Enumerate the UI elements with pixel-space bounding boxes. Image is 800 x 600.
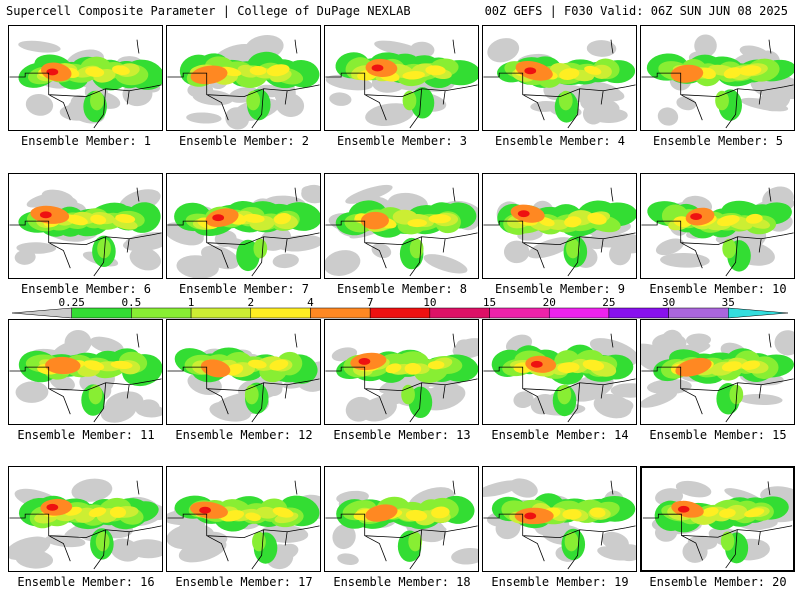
ensemble-member-label: Ensemble Member: 17 [175,575,313,589]
scp-map [325,333,478,423]
ensemble-map-3[interactable] [324,25,479,131]
color-scale-bar [12,307,788,319]
scp-map [325,39,478,129]
ensemble-map-14[interactable] [482,319,637,425]
color-scale-segment [71,307,132,319]
color-scale-label: 7 [366,296,374,309]
color-scale-segment [369,307,431,319]
color-scale-segment [548,307,610,319]
color-scale-segment [190,307,252,319]
ensemble-member-label: Ensemble Member: 20 [649,575,787,589]
ensemble-member-label: Ensemble Member: 13 [333,428,471,442]
color-scale-segment [131,307,192,319]
color-scale-label: 10 [423,296,437,309]
ensemble-map-13[interactable] [324,319,479,425]
ensemble-map-6[interactable] [8,173,163,279]
color-scale-segment [728,307,788,319]
ensemble-member-label: Ensemble Member: 12 [175,428,313,442]
ensemble-member-label: Ensemble Member: 15 [649,428,787,442]
ensemble-map-16[interactable] [8,466,163,572]
color-scale-segment [429,307,490,319]
color-scale-label: 25 [602,296,616,309]
color-scale-label: 2 [247,296,255,309]
color-scale-label: 0.5 [121,296,142,309]
ensemble-map-8[interactable] [324,173,479,279]
ensemble-member-label: Ensemble Member: 9 [494,282,626,296]
ensemble-member-label: Ensemble Member: 3 [336,134,468,148]
scp-map [641,329,794,423]
ensemble-map-19[interactable] [482,466,637,572]
scp-map [9,187,162,277]
color-scale-segment [310,307,371,319]
ensemble-map-18[interactable] [324,466,479,572]
scp-map [641,34,794,129]
ensemble-member-label: Ensemble Member: 11 [17,428,155,442]
color-scale-segment [668,307,729,319]
color-scale-segment [250,307,311,319]
color-scale-segment [608,307,669,319]
ensemble-map-1[interactable] [8,25,163,131]
ensemble-member-label: Ensemble Member: 2 [178,134,310,148]
ensemble-map-2[interactable] [166,25,321,131]
scp-map [167,333,320,423]
scp-map [483,38,636,129]
scp-map [483,187,636,277]
ensemble-member-label: Ensemble Member: 7 [178,282,310,296]
ensemble-map-7[interactable] [166,173,321,279]
ensemble-map-9[interactable] [482,173,637,279]
scp-map [483,478,636,570]
scp-map [483,333,636,423]
ensemble-member-label: Ensemble Member: 8 [336,282,468,296]
scp-map [9,39,162,129]
ensemble-member-label: Ensemble Member: 6 [20,282,152,296]
color-scale-segment [12,307,72,319]
scp-map [167,184,320,278]
color-scale-label: 1 [187,296,195,309]
scp-map [325,184,478,277]
page-title: Supercell Composite Parameter | College … [6,4,411,18]
color-scale-label: 4 [307,296,314,309]
scp-map [9,478,162,570]
ensemble-map-17[interactable] [166,466,321,572]
run-info: 00Z GEFS | F030 Valid: 06Z SUN JUN 08 20… [484,4,788,18]
ensemble-member-label: Ensemble Member: 10 [649,282,787,296]
ensemble-member-label: Ensemble Member: 4 [494,134,626,148]
ensemble-map-20[interactable] [640,466,795,572]
ensemble-map-10[interactable] [640,173,795,279]
scp-map [642,480,793,569]
scp-map [9,329,162,423]
ensemble-map-15[interactable] [640,319,795,425]
color-scale-label: 30 [661,296,676,309]
ensemble-member-label: Ensemble Member: 14 [491,428,629,442]
color-scale-segment [489,307,550,319]
ensemble-map-4[interactable] [482,25,637,131]
ensemble-map-5[interactable] [640,25,795,131]
ensemble-member-label: Ensemble Member: 5 [652,134,784,148]
color-scale-label: 15 [482,296,497,309]
ensemble-member-label: Ensemble Member: 19 [491,575,629,589]
ensemble-member-label: Ensemble Member: 16 [17,575,155,589]
color-scale-label: 35 [721,296,735,309]
scp-map [167,35,320,130]
scp-map [325,480,478,570]
color-scale-label: 20 [542,296,556,309]
ensemble-member-label: Ensemble Member: 18 [333,575,471,589]
ensemble-map-12[interactable] [166,319,321,425]
scp-map [641,186,794,277]
color-scale-label: 0.25 [58,296,85,309]
ensemble-map-11[interactable] [8,319,163,425]
scp-map [167,480,320,570]
ensemble-member-label: Ensemble Member: 1 [20,134,152,148]
